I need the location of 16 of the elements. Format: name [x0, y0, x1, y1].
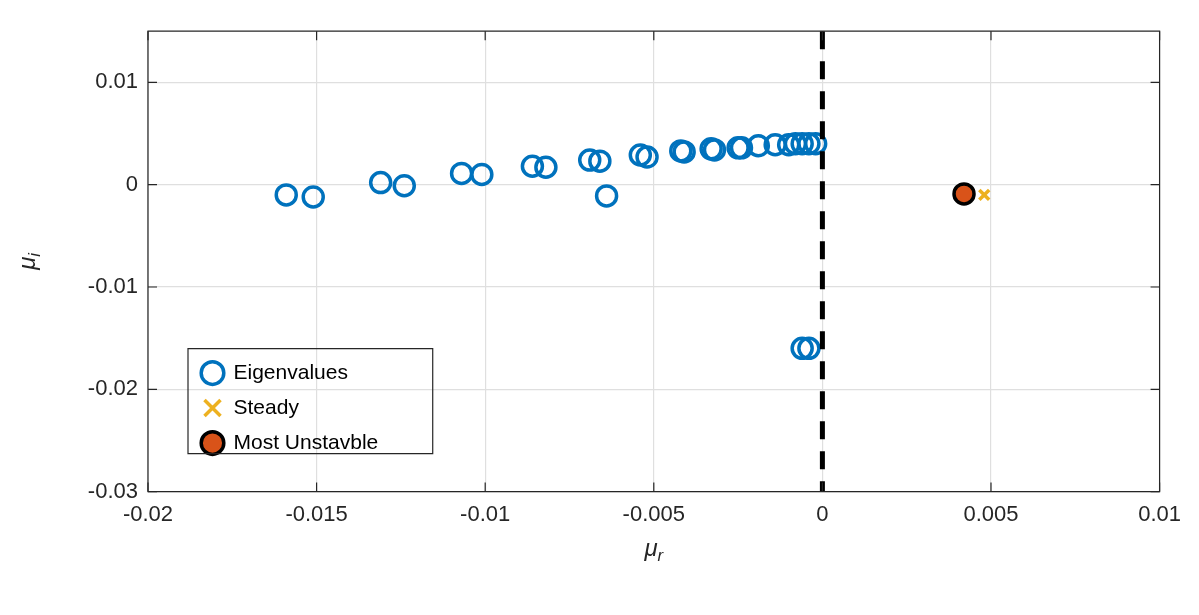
x-tick-label: 0 — [816, 500, 829, 526]
y-tick-label: 0 — [125, 170, 138, 196]
y-tick-label: -0.02 — [87, 375, 138, 401]
x-tick-label: 0.01 — [1138, 500, 1181, 526]
y-tick-label: 0.01 — [95, 68, 138, 94]
x-tick-label: -0.015 — [285, 500, 348, 526]
x-tick-label: 0.005 — [963, 500, 1019, 526]
x-tick-label: -0.005 — [622, 500, 685, 526]
x-tick-label: -0.02 — [122, 500, 174, 526]
y-tick-label: -0.01 — [87, 273, 138, 299]
legend-label: Eigenvalues — [233, 359, 348, 383]
legend-label: Steady — [233, 394, 300, 418]
y-tick-label: -0.03 — [87, 477, 138, 503]
y-axis-title: μi — [12, 251, 44, 271]
x-tick-label: -0.01 — [460, 500, 511, 526]
legend-label: Most Unstavble — [233, 429, 379, 453]
